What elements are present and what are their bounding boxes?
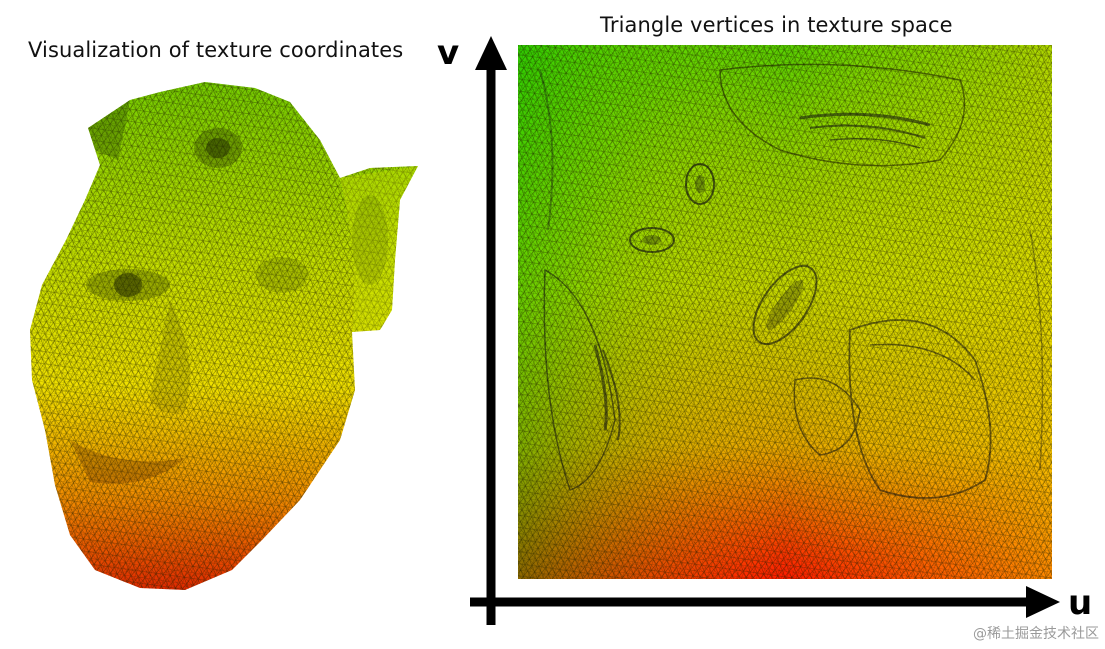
textured-face-mesh <box>30 82 418 590</box>
uv-island-eye-center <box>752 265 818 345</box>
uv-island-top-right <box>719 63 966 167</box>
mouth <box>70 440 185 484</box>
right-eye <box>256 257 308 293</box>
v-axis-label: v <box>437 33 460 73</box>
uv-axes <box>470 36 1060 625</box>
left-caption: Visualization of texture coordinates <box>28 38 404 62</box>
uv-island-left-edge <box>539 69 1044 471</box>
uv-island-eye-left <box>629 227 675 253</box>
v-axis-arrowhead <box>475 36 507 70</box>
u-axis-arrowhead <box>1026 586 1060 618</box>
texture-space-square <box>518 45 1052 579</box>
uv-island-eye-small <box>685 163 715 205</box>
ear <box>340 166 418 332</box>
forehead-eye <box>194 128 242 168</box>
uv-island-bottom-right <box>793 319 992 499</box>
uv-island-left-strip <box>543 268 621 491</box>
watermark: @稀土掘金技术社区 <box>973 626 1099 642</box>
nose <box>150 300 190 414</box>
u-axis-label: u <box>1068 583 1093 623</box>
right-caption: Triangle vertices in texture space <box>600 13 953 37</box>
